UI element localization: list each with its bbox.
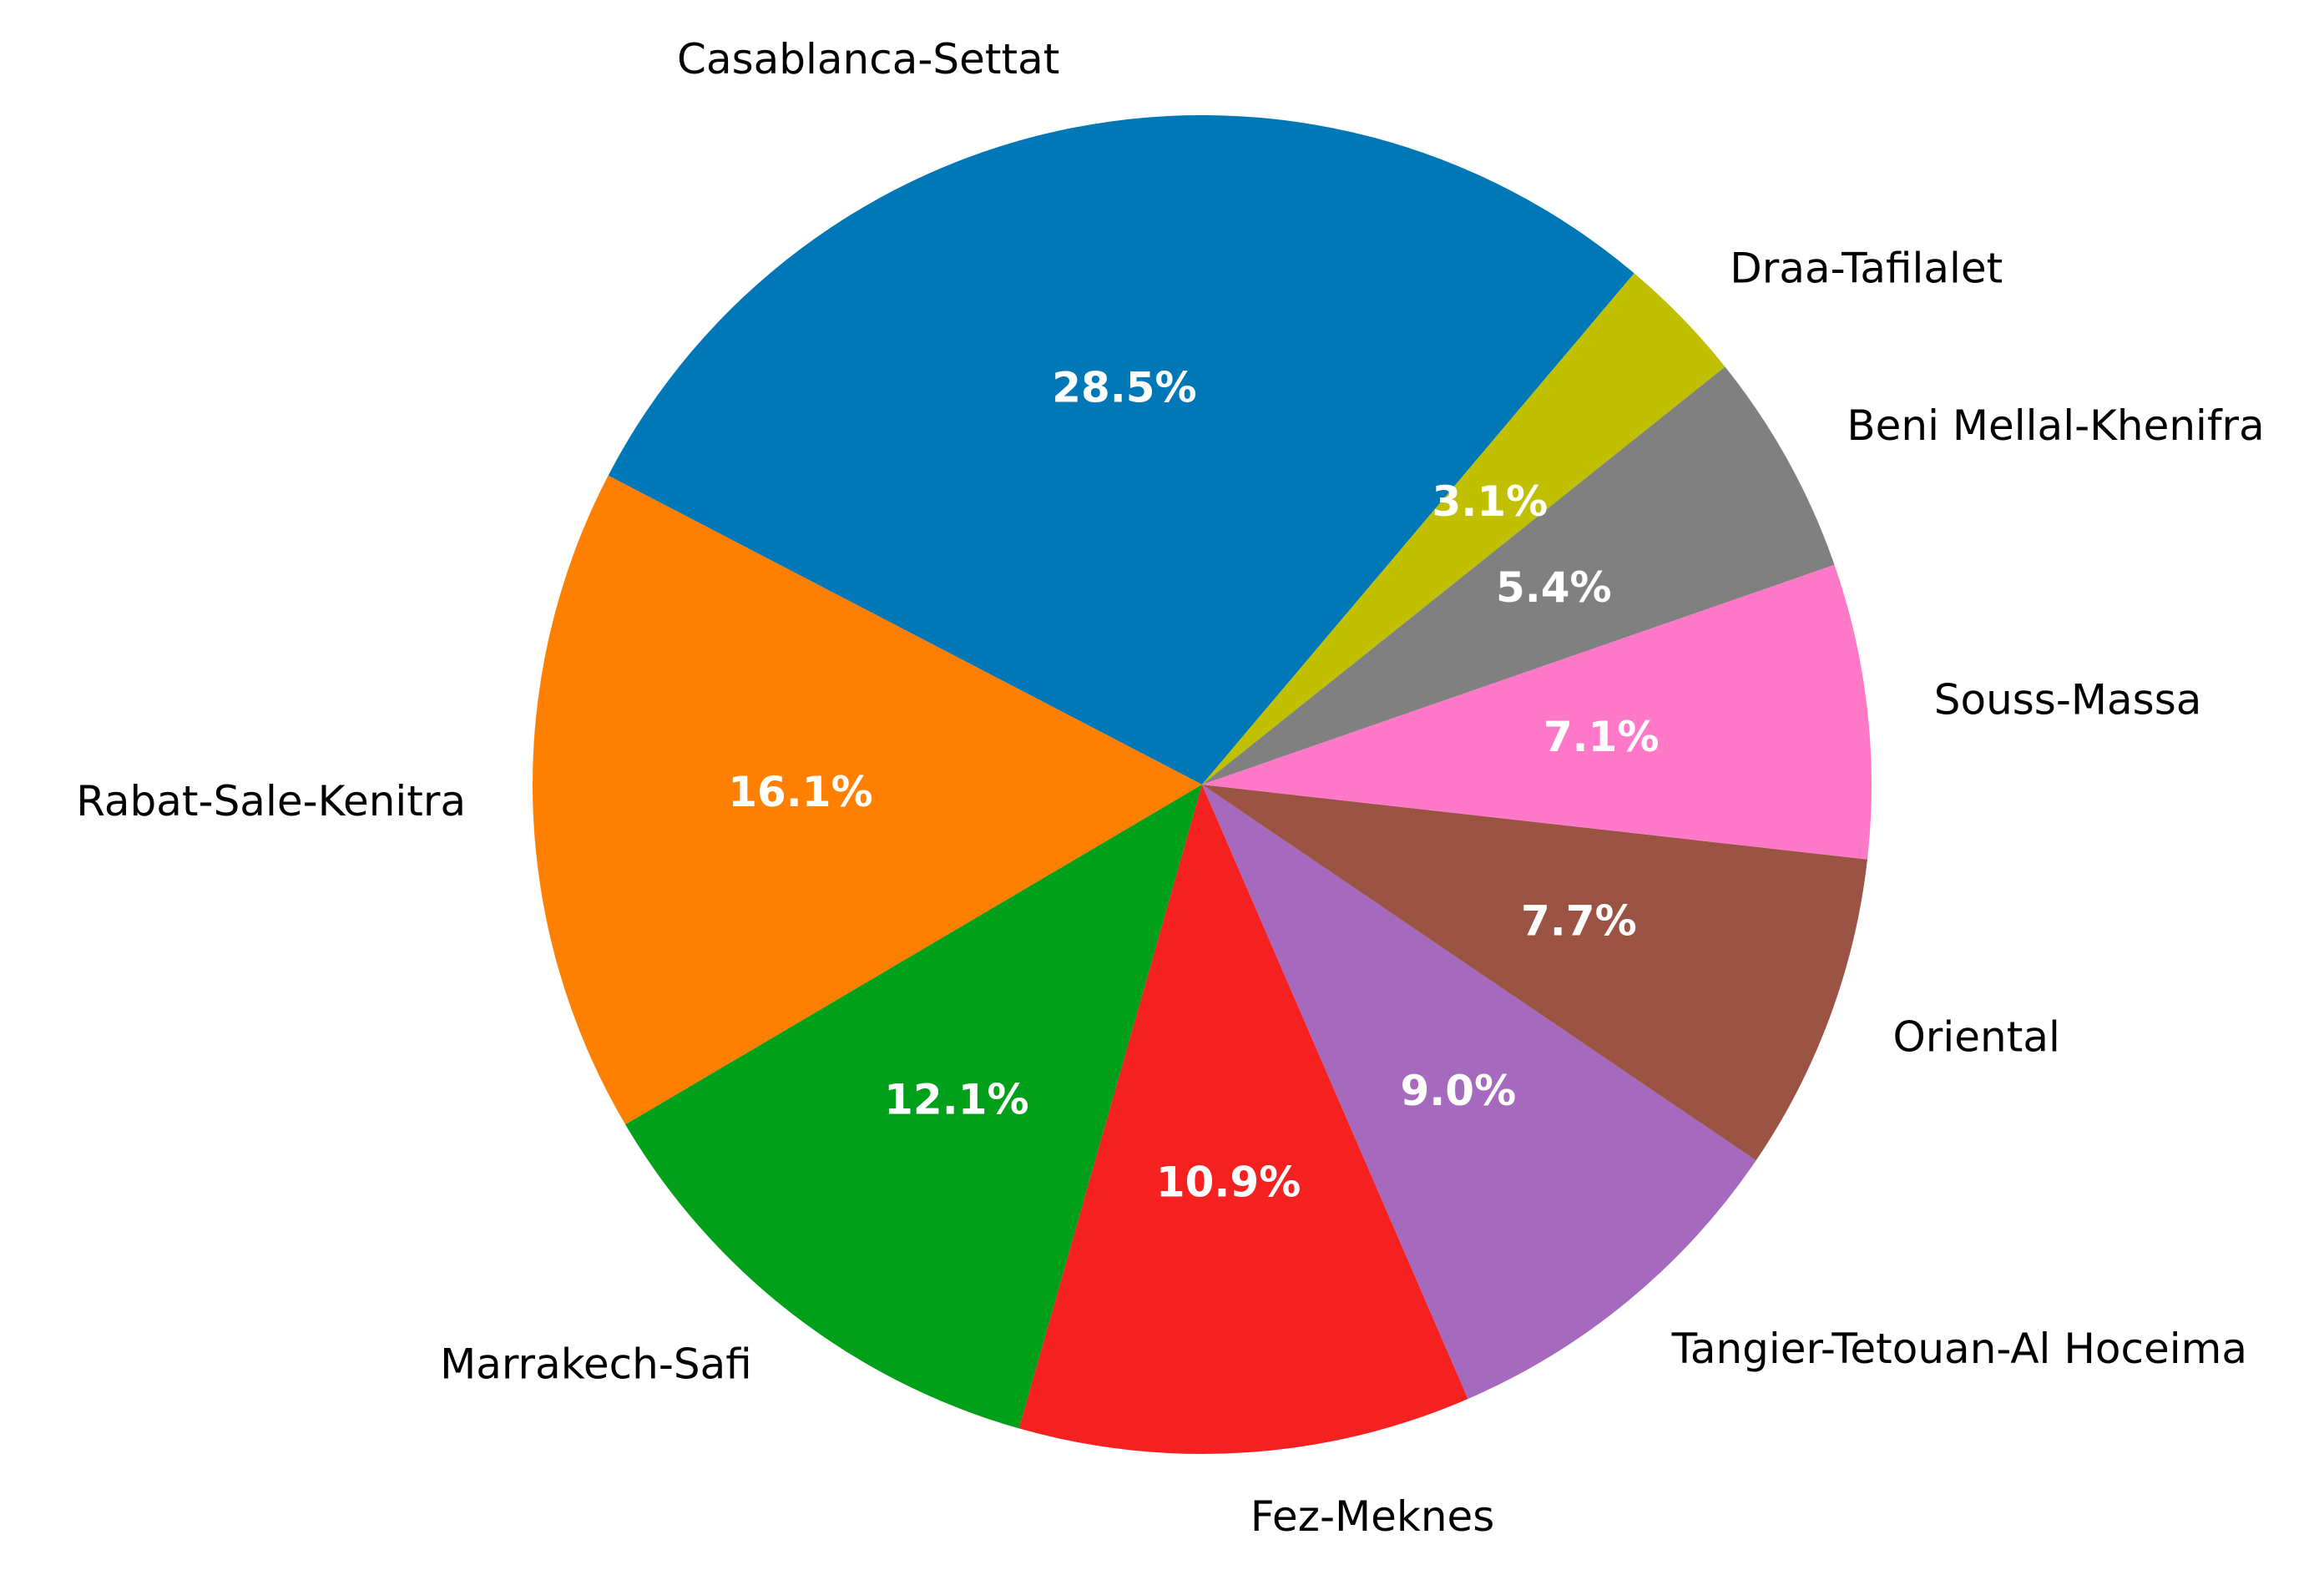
percent-label: 10.9%: [1156, 1158, 1301, 1207]
percent-label: 28.5%: [1052, 363, 1196, 411]
slice-label: Marrakech-Safi: [440, 1340, 752, 1389]
percent-label: 7.7%: [1521, 896, 1637, 945]
pie-slice: [1202, 366, 1835, 785]
percent-label: 5.4%: [1496, 563, 1612, 612]
pie-slice: [625, 785, 1202, 1429]
pie-slice: [1202, 564, 1872, 860]
percent-label: 3.1%: [1432, 477, 1548, 526]
percent-label: 7.1%: [1543, 713, 1660, 761]
slice-label: Souss-Massa: [1934, 676, 2202, 724]
slice-label: Rabat-Sale-Kenitra: [76, 777, 466, 825]
percent-label: 9.0%: [1401, 1067, 1517, 1115]
pie-slice: [1202, 273, 1725, 785]
slice-label: Tangier-Tetouan-Al Hoceima: [1671, 1325, 2247, 1373]
pie-slice: [1202, 785, 1756, 1400]
percent-label: 12.1%: [884, 1075, 1028, 1123]
pie-slice: [608, 114, 1634, 785]
slice-label: Beni Mellal-Khenifra: [1847, 401, 2264, 450]
slice-label: Casablanca-Settat: [677, 35, 1059, 83]
pie-slice: [1202, 785, 1867, 1161]
slice-label: Draa-Tafilalet: [1730, 244, 2003, 292]
pie-slice: [533, 475, 1202, 1125]
slice-label: Oriental: [1892, 1012, 2059, 1061]
pie-slice: [1018, 785, 1468, 1455]
percent-label: 16.1%: [728, 768, 872, 816]
slice-label: Fez-Meknes: [1250, 1492, 1494, 1541]
